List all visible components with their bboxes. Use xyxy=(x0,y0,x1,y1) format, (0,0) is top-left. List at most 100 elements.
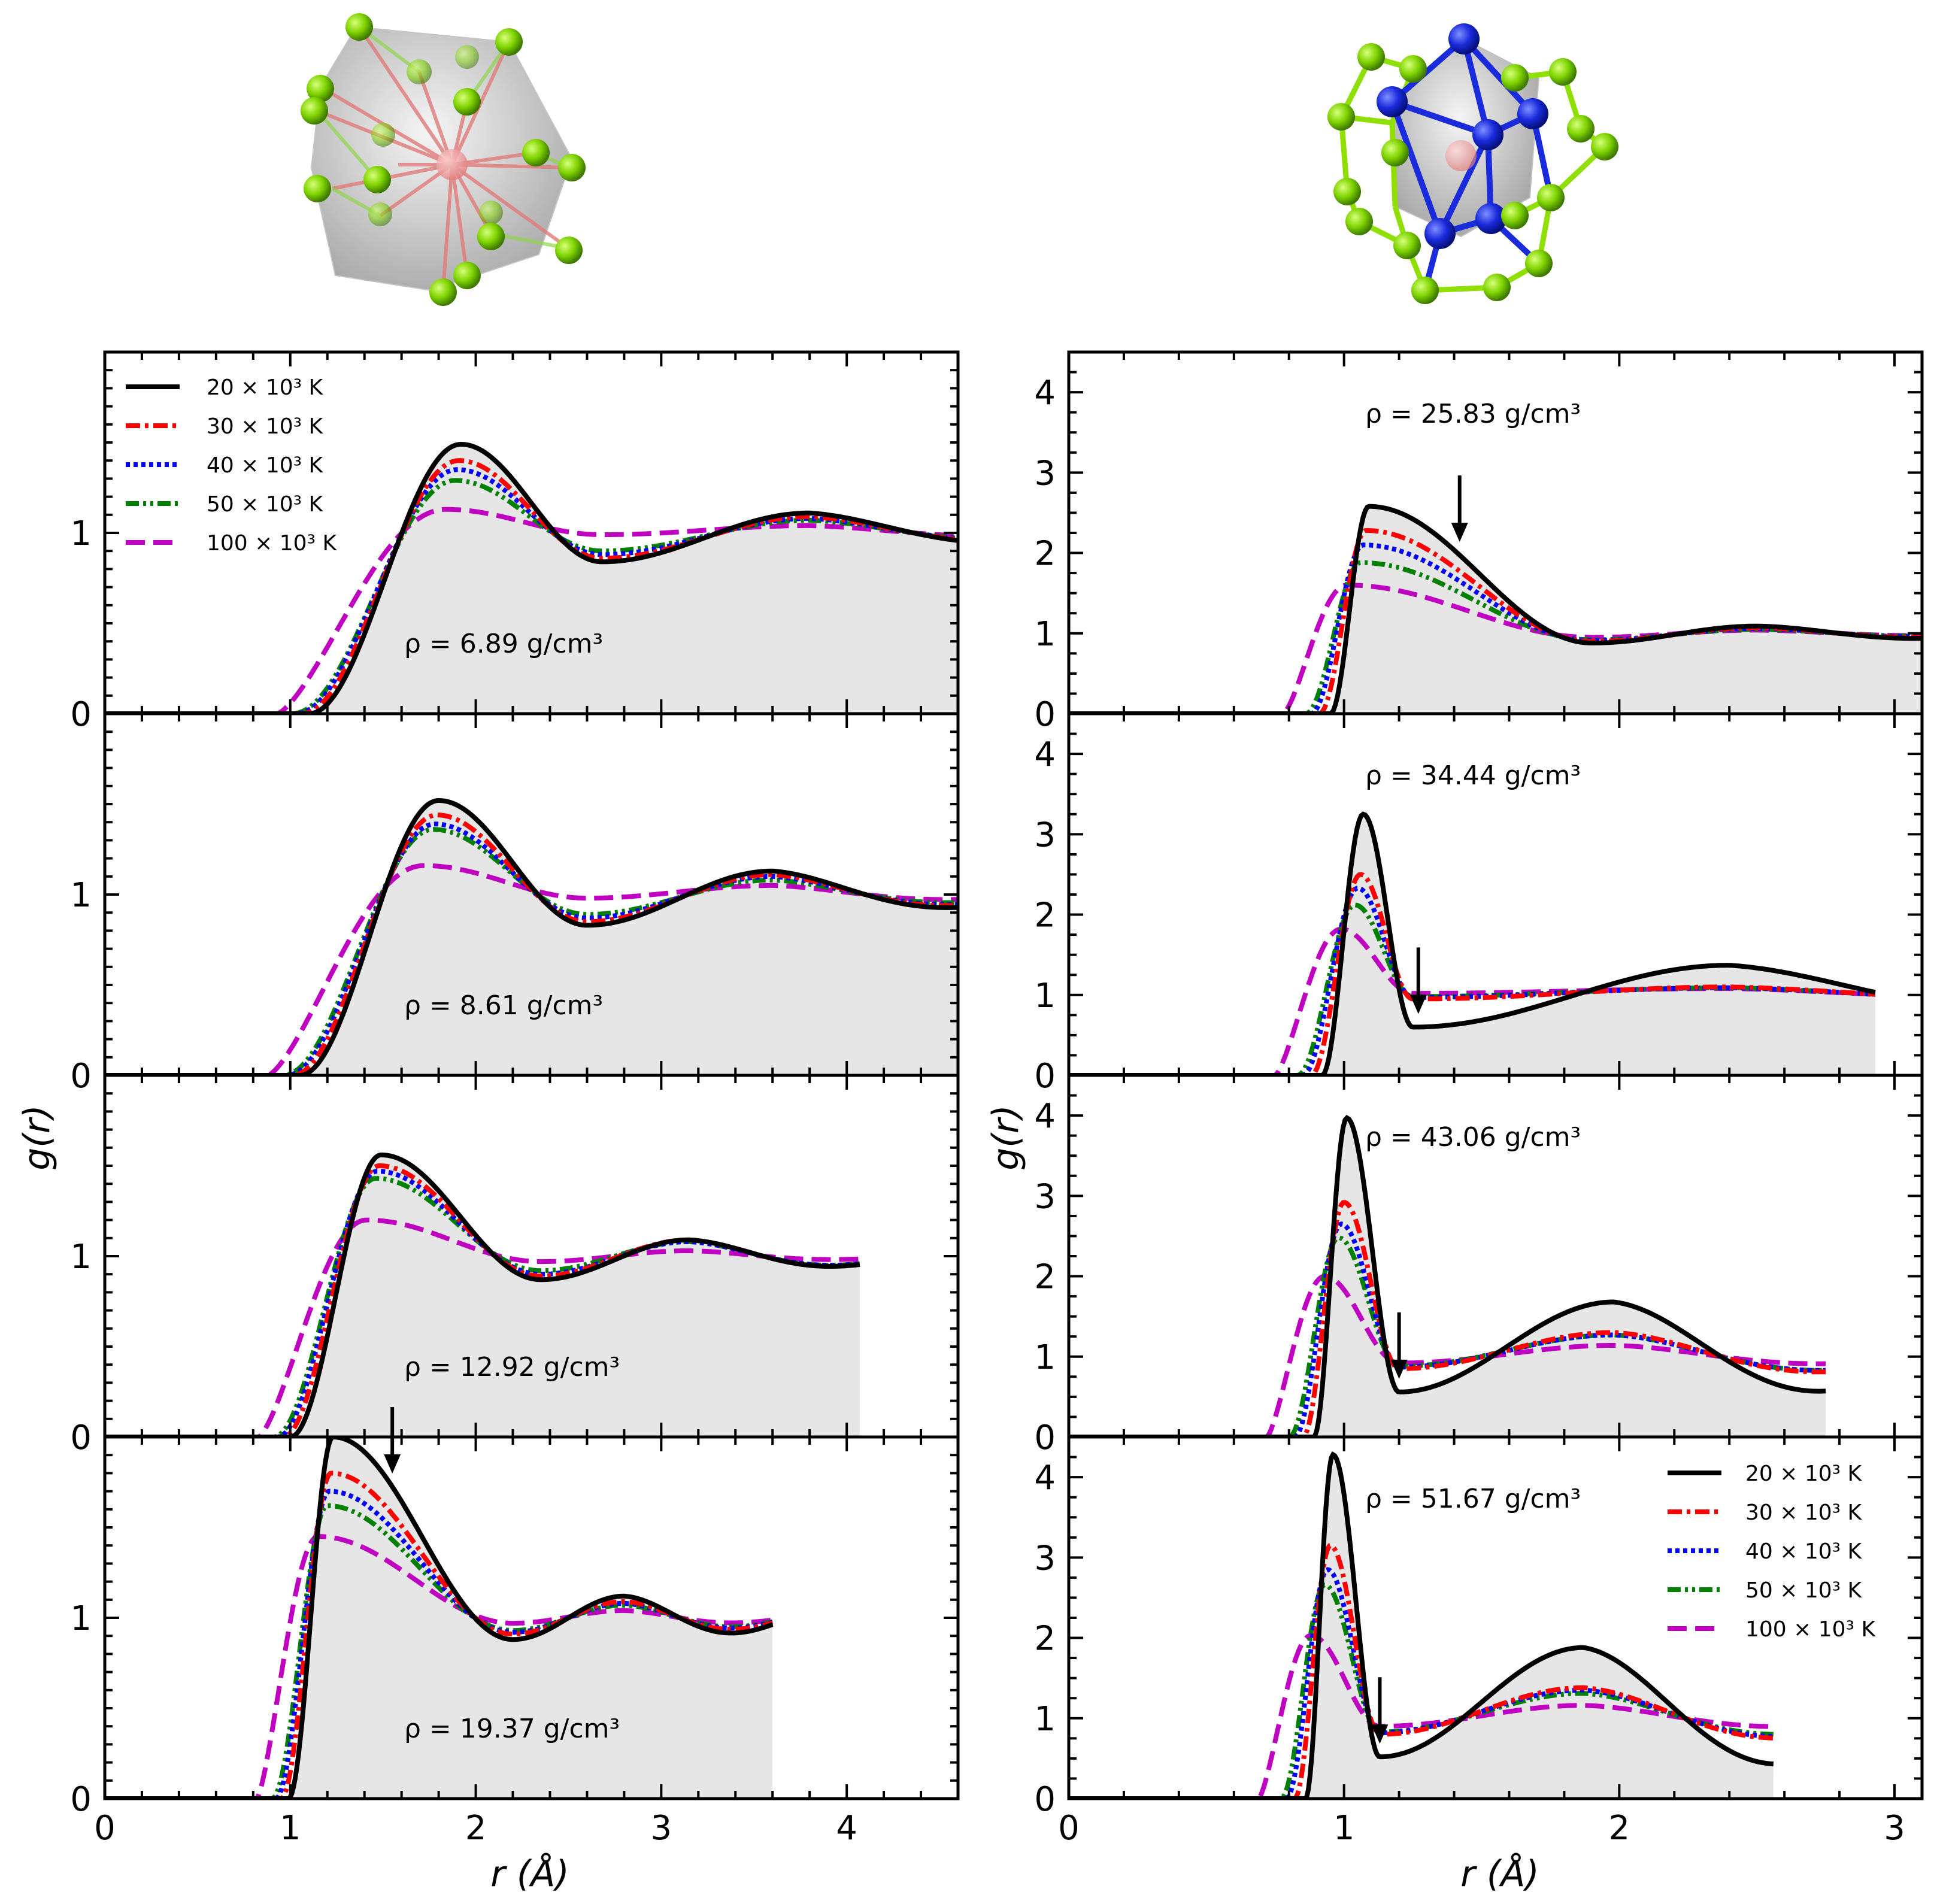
series-line xyxy=(1069,504,1922,714)
green-atom xyxy=(1333,178,1361,205)
gr-fill-area xyxy=(105,801,958,1075)
series-line xyxy=(1069,872,1876,1075)
legend-entry: 50 × 10³ K xyxy=(1668,1578,1863,1603)
ylabel-left: g(r) xyxy=(16,1105,58,1171)
gr-fill-area xyxy=(1069,814,1875,1075)
panel-right-2: 0 1 2 3 4 ρ = 34.44 g/cm³ xyxy=(1034,712,1924,1096)
plot-area xyxy=(105,1437,774,1799)
y-tick-label: 2 xyxy=(1034,1620,1056,1659)
y-tick-label: 1 xyxy=(1034,1338,1056,1377)
x-tick-label: 4 xyxy=(836,1809,857,1848)
green-atom xyxy=(1411,277,1439,304)
x-tick-label: 3 xyxy=(651,1809,672,1848)
series-line xyxy=(1069,1451,1774,1799)
legend-entry: 50 × 10³ K xyxy=(126,492,324,517)
legend-label: 40 × 10³ K xyxy=(1745,1539,1863,1564)
blue-atom xyxy=(1424,218,1456,249)
shoulder-arrow xyxy=(1371,1677,1389,1744)
green-atom xyxy=(1357,43,1385,71)
legend-entry: 40 × 10³ K xyxy=(126,453,324,478)
green-atom xyxy=(1327,103,1355,131)
series-line xyxy=(1069,1114,1826,1437)
x-tick-label: 2 xyxy=(465,1809,487,1848)
green-atom xyxy=(1501,64,1529,92)
y-tick-label: 1 xyxy=(70,876,92,915)
density-label: ρ = 19.37 g/cm³ xyxy=(404,1714,620,1744)
y-tick-label: 1 xyxy=(1034,977,1056,1015)
green-atom xyxy=(363,166,391,193)
red-center-atom xyxy=(1445,140,1477,171)
green-atom xyxy=(479,201,503,225)
blue-atom xyxy=(1448,23,1480,54)
series-line xyxy=(105,798,958,1075)
blue-bonds xyxy=(1389,37,1554,292)
y-tick-label: 1 xyxy=(70,514,92,553)
green-atom xyxy=(1537,184,1565,211)
plot-area xyxy=(1069,1451,1774,1799)
y-tick-label: 0 xyxy=(1034,695,1056,734)
green-atom xyxy=(304,175,331,202)
gr-fill-area xyxy=(1069,1118,1826,1437)
plot-area xyxy=(105,798,958,1075)
gr-fill-area xyxy=(105,1437,773,1799)
green-atom xyxy=(371,123,395,147)
legend-entry: 40 × 10³ K xyxy=(1668,1539,1863,1564)
green-atom xyxy=(477,223,505,250)
y-tick-label: 4 xyxy=(1034,1459,1056,1497)
y-tick-label: 3 xyxy=(1034,1177,1056,1216)
legend-label: 40 × 10³ K xyxy=(207,453,324,478)
series-line xyxy=(105,507,958,714)
series-line xyxy=(1069,811,1876,1075)
legend-label: 100 × 10³ K xyxy=(1745,1617,1876,1642)
red-center-atom xyxy=(436,149,468,180)
panel-right-3: 0 1 2 3 4 ρ = 43.06 g/cm³ xyxy=(1034,1074,1924,1457)
x-tick-label: 3 xyxy=(1884,1809,1905,1848)
panel-left-3: 0 1 ρ = 12.92 g/cm³ xyxy=(70,1074,960,1457)
density-label: ρ = 43.06 g/cm³ xyxy=(1365,1122,1581,1153)
green-atom xyxy=(307,75,334,102)
coordination-polyhedron-left xyxy=(301,13,586,306)
green-atom xyxy=(1525,250,1553,277)
y-tick-label: 0 xyxy=(1034,1780,1056,1819)
y-tick-label: 4 xyxy=(1034,735,1056,774)
plot-area xyxy=(1069,811,1876,1075)
series-line xyxy=(1069,886,1876,1075)
plot-area xyxy=(105,441,958,714)
series-line xyxy=(1069,926,1876,1075)
x-tick-label: 1 xyxy=(1333,1809,1355,1848)
density-label: ρ = 34.44 g/cm³ xyxy=(1365,760,1581,791)
legend-label: 20 × 10³ K xyxy=(1745,1462,1863,1486)
blue-atoms xyxy=(1377,23,1548,249)
y-tick-label: 3 xyxy=(1034,815,1056,854)
series-line xyxy=(1069,1633,1774,1799)
legend-label: 30 × 10³ K xyxy=(1745,1500,1863,1525)
green-atom xyxy=(1501,202,1529,229)
panel-right-4: 0 1 2 3 4 0 1 2 3 ρ = 51.67 g/cm³ xyxy=(1034,1435,1924,1848)
legend-entry: 20 × 10³ K xyxy=(1668,1462,1863,1486)
green-atom xyxy=(407,59,432,84)
xlabel-right: r (Å) xyxy=(1460,1853,1539,1895)
green-atom xyxy=(1399,55,1427,83)
series-line xyxy=(1069,1200,1826,1437)
x-tick-label: 0 xyxy=(1058,1809,1080,1848)
y-tick-label: 0 xyxy=(1034,1057,1056,1096)
green-atom xyxy=(429,278,457,306)
series-line xyxy=(105,827,958,1075)
y-tick-label: 4 xyxy=(1034,1097,1056,1136)
green-atom xyxy=(1393,232,1421,259)
legend-label: 100 × 10³ K xyxy=(207,531,337,556)
panel-left-2: 0 1 ρ = 8.61 g/cm³ xyxy=(70,712,960,1096)
green-atom xyxy=(1567,115,1595,143)
y-tick-label: 4 xyxy=(1034,374,1056,413)
xlabel-left: r (Å) xyxy=(490,1853,569,1895)
density-label: ρ = 6.89 g/cm³ xyxy=(404,629,603,659)
density-label: ρ = 51.67 g/cm³ xyxy=(1365,1484,1581,1514)
legend-entry: 20 × 10³ K xyxy=(126,375,324,400)
density-label: ρ = 8.61 g/cm³ xyxy=(404,990,603,1021)
series-line xyxy=(105,1488,774,1799)
plot-area xyxy=(1069,504,1922,714)
series-line xyxy=(1069,1543,1774,1799)
green-atom xyxy=(1591,133,1618,160)
legend-label: 50 × 10³ K xyxy=(1745,1578,1863,1603)
